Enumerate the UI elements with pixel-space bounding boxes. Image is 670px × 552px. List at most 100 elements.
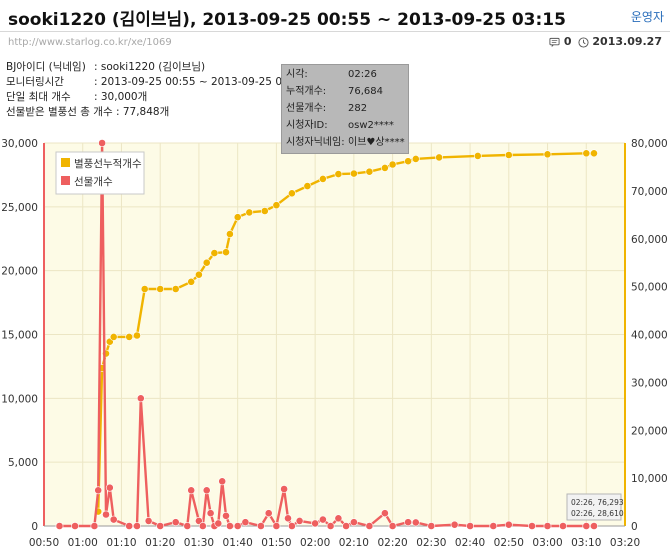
info-label: 선물받은 별풍선 총 개수 (6, 106, 113, 118)
cumulative-point (210, 249, 219, 257)
x-tick-label: 01:30 (184, 537, 214, 549)
gift-point (411, 518, 420, 527)
y-left-tick-label: 30,000 (1, 138, 38, 150)
post-date: 2013.09.27 (592, 35, 662, 48)
x-tick-label: 03:20 (610, 537, 640, 549)
tooltip-key: 선물개수: (286, 103, 327, 114)
corner-tooltip-line: 02:26, 28,610 (571, 509, 624, 518)
legend-box (55, 151, 145, 195)
cumulative-point (303, 182, 312, 190)
cumulative-point (411, 154, 420, 163)
cumulative-point (543, 150, 552, 159)
comment-count: 0 (563, 35, 572, 48)
comment-counter[interactable]: 0 (549, 35, 572, 48)
gift-point (241, 518, 250, 527)
gift-point (590, 522, 598, 530)
cumulative-point (590, 149, 598, 158)
tooltip-row: 누적개수: 76,684 (286, 85, 383, 99)
info-label: 모니터링시간 (6, 76, 64, 88)
gift-point (559, 522, 567, 530)
gift-point (427, 522, 436, 530)
cumulative-point (140, 285, 149, 293)
gift-point (543, 522, 552, 530)
post-date-wrap: 2013.09.27 (578, 35, 662, 48)
y-right-tick-label: 30,000 (631, 377, 668, 389)
info-label: 단일 최대 개수 (6, 91, 71, 103)
cumulative-point (133, 331, 141, 340)
cumulative-point (287, 189, 296, 198)
cumulative-point (388, 160, 397, 169)
operator-link[interactable]: 운영자 (630, 10, 664, 24)
post-url[interactable]: http://www.starlog.co.kr/xe/1069 (8, 37, 172, 48)
x-tick-label: 03:10 (571, 537, 601, 549)
gift-point (365, 522, 374, 530)
cumulative-point (473, 151, 482, 160)
x-tick-label: 02:40 (455, 537, 485, 549)
cumulative-point (194, 270, 203, 279)
info-row-max: 단일 최대 개수 : 30,000개 (6, 90, 306, 105)
comment-icon (549, 37, 560, 47)
info-value: : 77,848개 (115, 106, 170, 118)
legend-swatch (61, 158, 70, 167)
tooltip-value: osw2**** (348, 120, 394, 131)
gift-point (450, 520, 459, 529)
x-tick-label: 01:10 (106, 537, 136, 549)
gift-point (109, 515, 118, 524)
info-value: : 30,000개 (94, 91, 148, 103)
gift-point (214, 519, 223, 528)
tooltip-key: 누적개수: (286, 86, 327, 97)
info-label: BJ아이디 (닉네임) (6, 61, 86, 73)
tooltip-row: 시각: 02:26 (286, 68, 377, 82)
gift-point (222, 511, 230, 520)
gift-point (272, 522, 281, 530)
tooltip-value: 282 (348, 103, 368, 114)
y-left-tick-label: 15,000 (1, 330, 38, 342)
cumulative-point (334, 170, 343, 178)
tooltip-value: 이브♥상**** (348, 137, 405, 148)
x-tick-label: 01:50 (261, 537, 291, 549)
tooltip-value: 02:26 (348, 69, 377, 80)
gift-point (318, 515, 327, 524)
cumulative-point (318, 174, 327, 183)
gift-point (528, 522, 536, 530)
gift-point (342, 522, 350, 530)
info-row-bj: BJ아이디 (닉네임) : sooki1220 (김이브님) (6, 60, 306, 75)
x-tick-label: 03:00 (532, 537, 562, 549)
y-right-tick-label: 50,000 (631, 282, 668, 294)
gift-point (71, 522, 79, 530)
cumulative-point (187, 277, 196, 286)
cumulative-point (171, 285, 180, 293)
cumulative-point (222, 248, 230, 257)
gift-point (206, 509, 215, 518)
y-left-tick-label: 25,000 (1, 202, 38, 214)
cumulative-point (156, 285, 165, 293)
gift-point (144, 517, 153, 525)
gift-point (233, 522, 242, 530)
legend-swatch (61, 176, 70, 185)
gift-point (183, 522, 192, 530)
cumulative-point (233, 213, 242, 222)
gift-point (311, 519, 319, 528)
y-right-tick-label: 20,000 (631, 425, 668, 437)
gift-point (171, 518, 180, 527)
cumulative-point (404, 157, 412, 166)
info-value: : sooki1220 (김이브님) (94, 61, 206, 73)
corner-tooltip (566, 493, 622, 521)
y-left-tick-label: 0 (31, 521, 38, 533)
info-row-time: 모니터링시간 : 2013-09-25 00:55 ~ 2013-09-25 03… (6, 75, 306, 90)
gift-point (256, 522, 265, 530)
y-left-tick-label: 5,000 (8, 457, 38, 469)
gift-point (466, 522, 474, 530)
info-row-total: 선물받은 별풍선 총 개수 : 77,848개 (6, 105, 306, 120)
x-tick-label: 00:50 (29, 537, 59, 549)
gift-point (264, 509, 273, 518)
gift-point (295, 517, 304, 525)
gift-point (198, 522, 207, 530)
info-value: : 2013-09-25 00:55 ~ 2013-09-25 03:15 (94, 76, 306, 88)
gift-point (284, 514, 292, 523)
y-right-tick-label: 10,000 (631, 473, 668, 485)
gift-point (489, 522, 498, 530)
gift-point (136, 394, 145, 403)
y-right-tick-label: 40,000 (631, 330, 668, 342)
